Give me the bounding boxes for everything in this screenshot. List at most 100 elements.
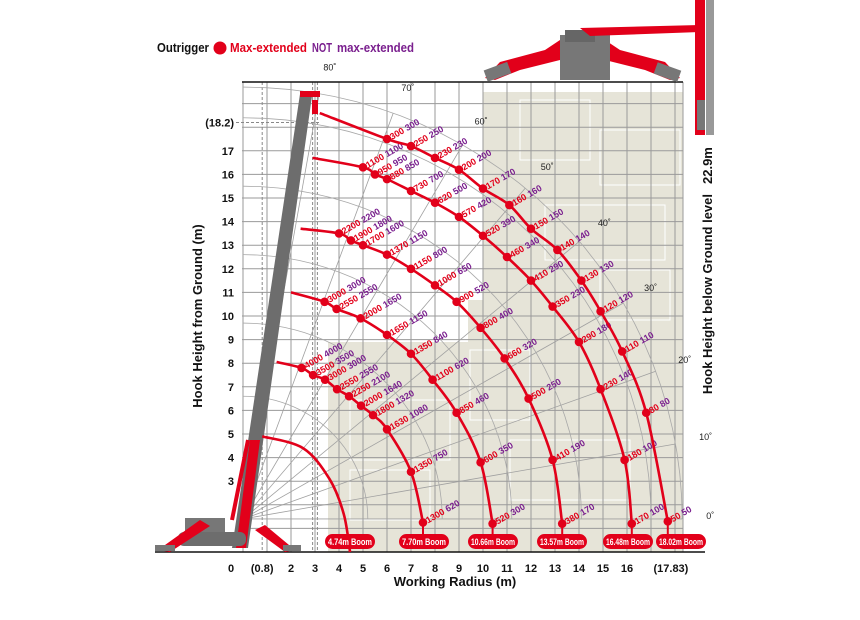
y-tick-label: 11 xyxy=(222,287,234,299)
load-point xyxy=(356,401,366,410)
boom-pill xyxy=(656,534,706,549)
y-tick-label: 16 xyxy=(222,169,234,181)
envelope-arc xyxy=(242,254,513,519)
y-tick-label: (18.2) xyxy=(205,117,234,129)
load-point xyxy=(553,245,562,255)
load-point xyxy=(500,354,509,363)
load-point xyxy=(454,165,464,174)
angle-line xyxy=(242,241,580,520)
y-tick-label: 17 xyxy=(222,146,234,158)
load-label: 1000 650 xyxy=(436,261,474,288)
x-tick-label: 0 xyxy=(228,563,234,575)
boom-pill xyxy=(399,534,449,549)
load-point xyxy=(382,330,392,340)
load-point xyxy=(320,375,330,385)
boom-curve xyxy=(261,435,352,553)
y-tick-label: 15 xyxy=(222,193,234,205)
load-point xyxy=(596,306,605,316)
boom-label: 13.57m Boom xyxy=(540,537,584,547)
load-point xyxy=(502,252,512,262)
load-point xyxy=(358,163,368,172)
load-label: 1150 800 xyxy=(412,244,449,271)
load-point xyxy=(524,394,533,403)
x-tick-label: 5 xyxy=(360,563,366,575)
x-tick-label: 6 xyxy=(384,563,390,575)
boom-pill xyxy=(325,534,375,549)
load-point xyxy=(418,518,428,527)
boom-pill xyxy=(468,534,518,549)
axis-ticks: 0 (0.8) 2 3 4 5 6 7 8 9 10 11 12 13 14 15 16 (17.83) 3 4 5 6 7… xyxy=(205,117,688,575)
load-point xyxy=(382,174,392,184)
load-point xyxy=(430,198,440,208)
x-tick-label: 9 xyxy=(456,563,462,575)
envelope-arc xyxy=(242,117,652,519)
load-point xyxy=(346,236,356,245)
x-tick-label: (0.8) xyxy=(251,563,274,575)
load-point xyxy=(344,391,354,401)
x-tick-label: 10 xyxy=(477,563,489,575)
load-point xyxy=(577,276,586,285)
boom-label: 16.48m Boom xyxy=(606,537,650,547)
x-tick-label: 11 xyxy=(501,563,513,575)
angle-label: 60˚ xyxy=(475,117,488,127)
load-not-max-extended: 230 xyxy=(451,136,469,152)
load-point xyxy=(478,184,488,193)
angle-line xyxy=(242,302,624,520)
load-not-max-extended: 800 xyxy=(431,244,449,260)
x-tick-label: 3 xyxy=(312,563,318,575)
load-point xyxy=(557,519,567,528)
angle-label: 70˚ xyxy=(401,83,414,93)
x-tick-label: (17.83) xyxy=(653,563,688,575)
load-point xyxy=(574,337,584,347)
legend-not-max-extended: max-extended xyxy=(337,40,414,55)
angle-label: 30˚ xyxy=(644,283,657,293)
load-not-max-extended: 250 xyxy=(427,124,445,140)
load-point xyxy=(452,297,461,307)
load-point xyxy=(382,424,392,434)
x-axis-title: Working Radius (m) xyxy=(394,574,517,589)
y-tick-label: 7 xyxy=(228,382,234,394)
load-point xyxy=(526,224,536,233)
right-axis-title: Hook Height below Ground level xyxy=(700,194,715,394)
y-tick-label: 8 xyxy=(228,358,234,370)
envelope-arc xyxy=(242,395,369,519)
angle-line xyxy=(242,187,526,520)
load-point xyxy=(358,240,368,250)
load-point xyxy=(478,231,488,241)
load-point xyxy=(368,410,378,420)
load-not-max-extended: 300 xyxy=(403,117,421,133)
y-tick-label: 4 xyxy=(228,453,235,465)
angle-label: 50˚ xyxy=(541,162,554,172)
legend-dot-icon xyxy=(213,41,227,55)
y-tick-label: 6 xyxy=(228,405,234,417)
y-tick-label: 13 xyxy=(222,240,234,252)
load-point xyxy=(548,302,557,311)
angle-line xyxy=(242,144,463,520)
x-tick-label: 7 xyxy=(408,563,414,575)
angle-line xyxy=(242,112,394,520)
load-point xyxy=(476,458,485,467)
boom-label: 10.66m Boom xyxy=(471,537,515,547)
envelope-arc xyxy=(242,86,683,519)
load-label: 730 700 xyxy=(412,169,445,194)
load-point xyxy=(620,455,629,465)
load-not-max-extended: 650 xyxy=(456,261,474,277)
load-point xyxy=(452,408,461,418)
y-tick-label: 3 xyxy=(228,476,234,488)
x-tick-label: 8 xyxy=(432,563,438,575)
load-point xyxy=(476,323,485,333)
load-point xyxy=(526,276,536,285)
load-point xyxy=(505,200,514,210)
angle-label: 10˚ xyxy=(699,432,712,442)
load-point xyxy=(406,141,416,151)
angle-label: 40˚ xyxy=(598,218,611,228)
load-point xyxy=(454,212,464,222)
load-point xyxy=(406,186,416,196)
background-building xyxy=(328,92,683,552)
load-point xyxy=(308,370,318,380)
x-tick-label: 4 xyxy=(336,563,343,575)
load-point xyxy=(488,519,497,528)
load-label: 620 500 xyxy=(436,181,469,206)
load-point xyxy=(356,314,365,323)
